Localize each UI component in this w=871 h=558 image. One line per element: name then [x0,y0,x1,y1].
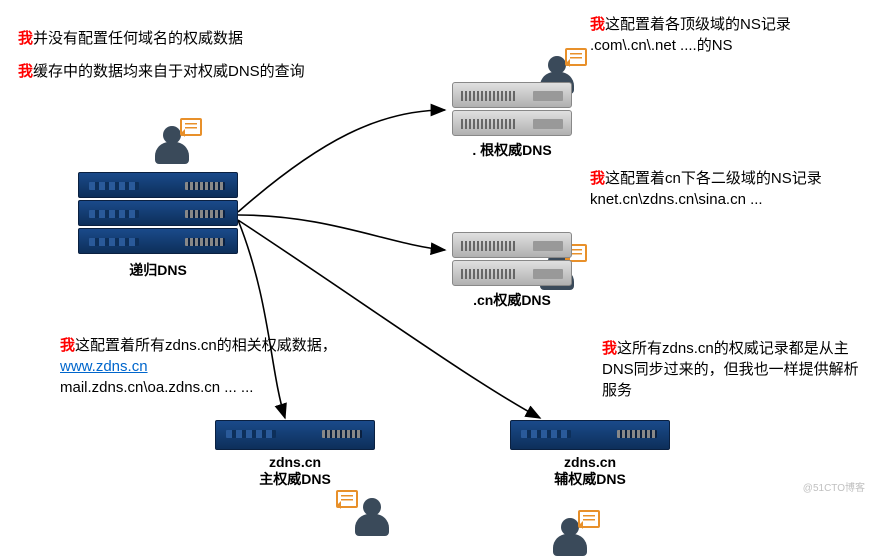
person-icon [150,122,194,166]
speech-icon [578,510,600,528]
emphasis-wo: 我 [18,63,33,80]
emphasis-wo: 我 [590,170,605,187]
root-caption: 我这配置着各顶级域的NS记录 .com\.cn\.net ....的NS [590,14,860,56]
cn-dns-server [452,232,572,288]
secondary-dns-server [510,420,670,452]
secondary-text: 这所有zdns.cn的权威记录都是从主DNS同步过来的，但我也一样提供解析服务 [602,340,859,399]
recursive-line2: 缓存中的数据均来自于对权威DNS的查询 [33,63,305,80]
cn-sub: knet.cn\zdns.cn\sina.cn ... [590,189,870,210]
primary-label: 主权威DNS [215,471,375,488]
primary-labels: zdns.cn 主权威DNS [215,454,375,488]
root-label: . 根权威DNS [452,140,572,160]
cn-text: 这配置着cn下各二级域的NS记录 [605,170,822,187]
emphasis-wo: 我 [590,16,605,33]
secondary-labels: zdns.cn 辅权威DNS [510,454,670,488]
recursive-dns-server [78,172,238,256]
cn-label: .cn权威DNS [452,290,572,310]
secondary-caption: 我这所有zdns.cn的权威记录都是从主DNS同步过来的，但我也一样提供解析服务 [602,338,862,401]
primary-domain: zdns.cn [215,454,375,471]
root-sub: .com\.cn\.net ....的NS [590,35,860,56]
recursive-line1: 并没有配置任何域名的权威数据 [33,30,243,47]
root-text: 这配置着各顶级域的NS记录 [605,16,791,33]
speech-icon [180,118,202,136]
primary-dns-server [215,420,375,452]
secondary-label: 辅权威DNS [510,471,670,488]
primary-text: 这配置着所有zdns.cn的相关权威数据， [75,337,337,354]
recursive-label: 递归DNS [78,260,238,280]
speech-icon [565,48,587,66]
emphasis-wo: 我 [602,340,617,357]
primary-link[interactable]: www.zdns.cn [60,358,148,375]
person-icon [350,494,394,538]
secondary-domain: zdns.cn [510,454,670,471]
emphasis-wo: 我 [60,337,75,354]
primary-sub: mail.zdns.cn\oa.zdns.cn ... ... [60,377,350,398]
root-dns-server [452,82,572,138]
emphasis-wo: 我 [18,30,33,47]
cn-caption: 我这配置着cn下各二级域的NS记录 knet.cn\zdns.cn\sina.c… [590,168,870,210]
recursive-caption: 我并没有配置任何域名的权威数据 我缓存中的数据均来自于对权威DNS的查询 [18,28,398,82]
watermark: @51CTO博客 [803,479,865,494]
speech-icon [336,490,358,508]
person-icon [548,514,592,558]
primary-caption: 我这配置着所有zdns.cn的相关权威数据， www.zdns.cn mail.z… [60,335,350,398]
